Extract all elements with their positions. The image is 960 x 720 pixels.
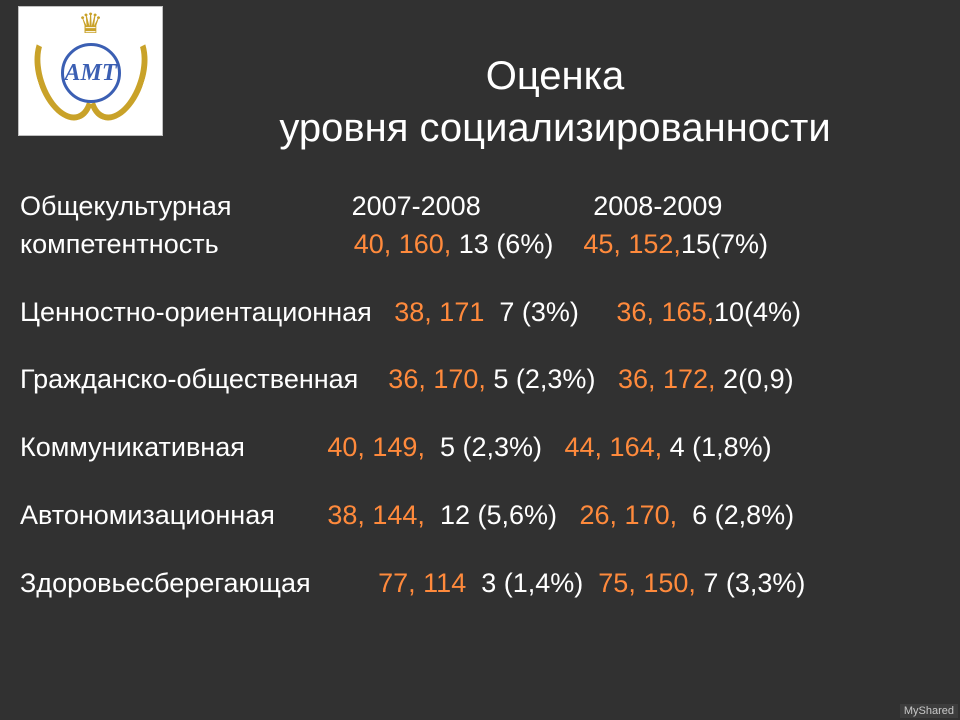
row-val1-orange: 36, 170, bbox=[358, 363, 486, 397]
content-area: Общекультурная 2007-2008 2008-2009 компе… bbox=[20, 190, 940, 600]
row-val2-white: 4 (1,8%) bbox=[662, 431, 772, 465]
logo: ♛ АМТ bbox=[18, 6, 163, 136]
header-year1: 2007-2008 bbox=[352, 190, 481, 224]
row-val1-white: 3 (1,4%) bbox=[466, 567, 583, 601]
slide-title: Оценка уровня социализированности bbox=[170, 50, 940, 154]
row-val2-orange: 75, 150, bbox=[598, 567, 696, 601]
row-gap bbox=[579, 296, 617, 330]
row-gap bbox=[583, 567, 598, 601]
header-row: Общекультурная 2007-2008 2008-2009 bbox=[20, 190, 940, 224]
logo-text: АМТ bbox=[64, 60, 116, 87]
row-val1-orange: 40, 160, bbox=[354, 228, 459, 262]
row-val2-white: 15(7%) bbox=[681, 228, 768, 262]
row-val2-orange: 45, 152, bbox=[583, 228, 681, 262]
row-val2-white: 7 (3,3%) bbox=[696, 567, 806, 601]
data-row: Гражданско-общественная 36, 170, 5 (2,3%… bbox=[20, 363, 940, 397]
row-val2-orange: 44, 164, bbox=[565, 431, 663, 465]
data-row: компетентность 40, 160, 13 (6%) 45, 152,… bbox=[20, 228, 940, 262]
row-label: Ценностно-ориентационная bbox=[20, 296, 372, 330]
row-label: Коммуникативная bbox=[20, 431, 245, 465]
row-label: Автономизационная bbox=[20, 499, 275, 533]
row-label: Гражданско-общественная bbox=[20, 363, 358, 397]
header-label: Общекультурная bbox=[20, 190, 232, 224]
row-val1-orange: 38, 171 bbox=[372, 296, 485, 330]
data-row: Автономизационная 38, 144, 12 (5,6%) 26,… bbox=[20, 499, 940, 533]
crown-icon: ♛ bbox=[71, 13, 111, 35]
row-val1-orange: 38, 144, bbox=[275, 499, 425, 533]
logo-emblem: ♛ АМТ bbox=[31, 15, 151, 127]
header-year2: 2008-2009 bbox=[593, 190, 722, 224]
row-gap bbox=[553, 228, 583, 262]
data-row: Ценностно-ориентационная 38, 171 7 (3%) … bbox=[20, 296, 940, 330]
row-gap bbox=[557, 499, 580, 533]
row-val1-white: 12 (5,6%) bbox=[425, 499, 557, 533]
row-val2-white: 6 (2,8%) bbox=[677, 499, 794, 533]
row-gap bbox=[595, 363, 618, 397]
title-line1: Оценка bbox=[486, 54, 625, 98]
logo-circle: АМТ bbox=[61, 43, 121, 103]
row-val1-orange: 77, 114 bbox=[311, 567, 467, 601]
row-label: Здоровьесберегающая bbox=[20, 567, 311, 601]
row-val2-orange: 26, 170, bbox=[580, 499, 678, 533]
row-val1-white: 5 (2,3%) bbox=[425, 431, 542, 465]
row-label: компетентность bbox=[20, 228, 219, 262]
row-val1-orange: 40, 149, bbox=[245, 431, 425, 465]
row-val2-white: 10(4%) bbox=[714, 296, 801, 330]
row-val1-white: 7 (3%) bbox=[484, 296, 579, 330]
watermark: MyShared bbox=[900, 704, 958, 718]
row-val2-white: 2(0,9) bbox=[716, 363, 794, 397]
data-row: Здоровьесберегающая 77, 114 3 (1,4%) 75,… bbox=[20, 567, 940, 601]
row-gap bbox=[542, 431, 565, 465]
row-val1-white: 5 (2,3%) bbox=[486, 363, 596, 397]
row-val1-white: 13 (6%) bbox=[459, 228, 554, 262]
title-line2: уровня социализированности bbox=[279, 106, 830, 150]
data-row: Коммуникативная 40, 149, 5 (2,3%) 44, 16… bbox=[20, 431, 940, 465]
row-val2-orange: 36, 165, bbox=[616, 296, 714, 330]
row-val2-orange: 36, 172, bbox=[618, 363, 716, 397]
